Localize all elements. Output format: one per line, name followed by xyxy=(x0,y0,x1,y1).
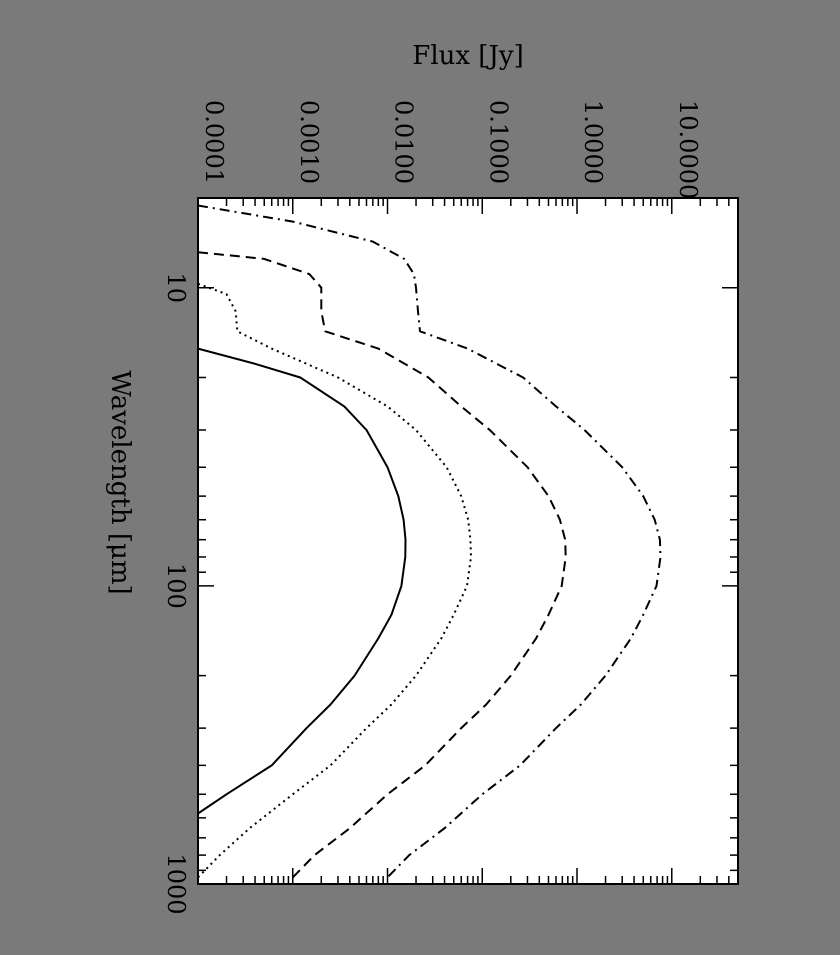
y-tick-label: 1.0000 xyxy=(579,100,607,184)
y-tick-label: 0.0001 xyxy=(200,100,228,184)
plot-area-background xyxy=(198,198,738,884)
plot-frame xyxy=(197,197,739,885)
x-tick-label: 1000 xyxy=(162,853,190,914)
series-line-solid xyxy=(197,347,407,815)
y-tick-label: 0.0010 xyxy=(295,100,323,184)
x-axis-label: Wavelength [μm] xyxy=(105,370,135,594)
y-tick-label: 10.0000 xyxy=(674,100,702,199)
tick-labels: 10 100 1000 0.0001 0.0010 0.0100 0.1000 1.0000 1… xyxy=(162,100,702,915)
y-tick-label: 0.1000 xyxy=(484,100,512,184)
series-line-dashed xyxy=(197,251,567,879)
y-axis-label: Flux [Jy] xyxy=(412,41,523,71)
x-tick-label: 100 xyxy=(162,563,190,609)
y-tick-label: 0.0100 xyxy=(390,100,418,184)
series-layer xyxy=(197,204,662,879)
x-tick-label: 10 xyxy=(162,272,190,303)
series-line-dotted xyxy=(197,282,472,879)
series-line-dash-dot xyxy=(197,204,662,879)
